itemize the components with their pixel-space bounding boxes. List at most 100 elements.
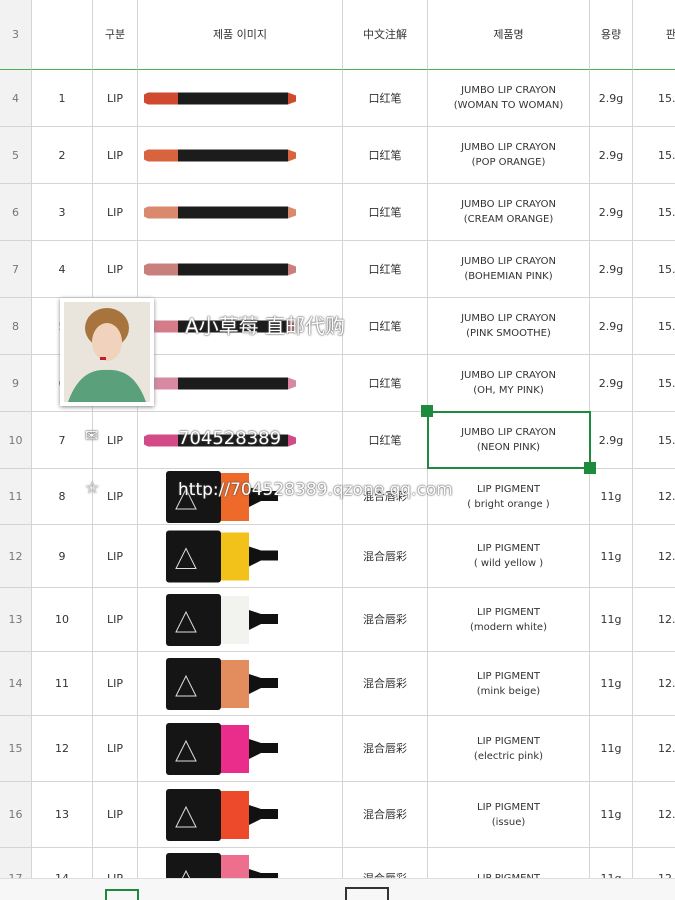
cell: 8 <box>32 469 93 525</box>
cell: 15. <box>633 241 675 298</box>
product-name: JUMBO LIP CRAYON <box>461 142 556 153</box>
photo <box>60 298 154 406</box>
column-header: 판매 <box>633 0 675 70</box>
chinese-note: 口红笔 <box>368 205 402 219</box>
cell: 1 <box>32 70 93 127</box>
column-header: 구분 <box>93 0 138 70</box>
product-image <box>165 723 278 775</box>
row-header: 8 <box>0 298 32 355</box>
cell: 口红笔 <box>343 355 428 412</box>
product-image <box>165 658 278 710</box>
chinese-note: 口红笔 <box>368 319 402 333</box>
cell: LIP <box>93 588 138 652</box>
product-image <box>165 471 278 523</box>
toolbar <box>0 878 675 900</box>
cell: 口红笔 <box>343 184 428 241</box>
cell: 口红笔 <box>343 127 428 184</box>
row-header: 13 <box>0 588 32 652</box>
weight: 11g <box>600 677 622 690</box>
cell: 2.9g <box>590 355 633 412</box>
row-header: 5 <box>0 127 32 184</box>
row-header: 3 <box>0 0 32 70</box>
watermark-url: http://704528389.qzone.qq.com <box>178 480 453 500</box>
price: 12. <box>658 613 675 626</box>
row-header: 14 <box>0 652 32 716</box>
product-name: (PINK SMOOTHE) <box>466 328 551 339</box>
item-number: 9 <box>58 549 66 563</box>
cell: 12. <box>633 525 675 588</box>
item-number: 10 <box>55 613 69 626</box>
row-number: 7 <box>12 262 19 276</box>
cell: LIP <box>93 70 138 127</box>
tube-color <box>220 473 249 521</box>
cell: LIP PIGMENT ( bright orange ) <box>428 469 590 525</box>
item-number: 1 <box>58 91 66 105</box>
cell: JUMBO LIP CRAYON (POP ORANGE) <box>428 127 590 184</box>
tube-color <box>220 596 249 644</box>
product-name: (CREAM ORANGE) <box>463 214 554 225</box>
column-header-text: 제품 이미지 <box>212 28 268 41</box>
cell: 口红笔 <box>343 412 428 469</box>
watermark-icon: ✉ <box>85 426 99 445</box>
cell: LIP <box>93 127 138 184</box>
cell: 2.9g <box>590 184 633 241</box>
product-image-cell <box>138 716 343 782</box>
cell: 12. <box>633 782 675 848</box>
item-type: LIP <box>106 808 123 821</box>
product-image-cell <box>138 70 343 127</box>
cell: LIP <box>93 412 138 469</box>
toolbar-button[interactable] <box>345 887 389 900</box>
weight: 11g <box>600 549 622 563</box>
column-header: 용량 <box>590 0 633 70</box>
cell: 混合唇彩 <box>343 588 428 652</box>
row-number: 11 <box>8 490 23 503</box>
product-image <box>143 149 296 162</box>
price: 15. <box>658 262 675 276</box>
chinese-note: 口红笔 <box>368 376 402 390</box>
crayon-tip <box>143 206 178 219</box>
crayon-end <box>287 263 296 276</box>
product-name: JUMBO LIP CRAYON <box>461 256 556 267</box>
crayon-end <box>287 149 296 162</box>
product-name: LIP PIGMENT <box>477 483 540 495</box>
row-number: 9 <box>12 376 19 390</box>
chinese-note: 混合唇彩 <box>363 808 407 821</box>
tube-cap <box>248 674 278 694</box>
cell: 15. <box>633 355 675 412</box>
cell: 11g <box>590 652 633 716</box>
product-name: (POP ORANGE) <box>471 157 546 168</box>
price: 15. <box>658 91 675 105</box>
item-type: LIP <box>106 205 123 219</box>
cell: 2.9g <box>590 298 633 355</box>
cell: 12. <box>633 469 675 525</box>
watermark-shop: A小草莓 直邮代购 <box>185 314 346 338</box>
tube-logo <box>174 610 197 633</box>
product-name: LIP PIGMENT <box>477 735 540 747</box>
item-number: 7 <box>58 433 66 447</box>
column-header-text: 판매 <box>665 28 675 41</box>
product-name: JUMBO LIP CRAYON <box>461 313 556 324</box>
product-name: JUMBO LIP CRAYON <box>461 427 556 438</box>
product-name: (BOHEMIAN PINK) <box>464 271 553 282</box>
product-image <box>143 92 296 105</box>
selection <box>427 411 591 469</box>
cell: 11g <box>590 716 633 782</box>
cell: 2.9g <box>590 127 633 184</box>
cell: 2.9g <box>590 70 633 127</box>
tube-logo <box>174 674 197 697</box>
weight: 11g <box>600 808 622 821</box>
crayon-body <box>177 434 288 447</box>
cell: 10 <box>32 588 93 652</box>
weight: 11g <box>600 490 622 503</box>
item-number: 8 <box>58 490 66 503</box>
price: 15. <box>658 148 675 162</box>
crayon-end <box>287 92 296 105</box>
product-image-cell <box>138 782 343 848</box>
cell: 15. <box>633 127 675 184</box>
chinese-note: 混合唇彩 <box>363 613 407 626</box>
item-type: LIP <box>106 262 123 276</box>
item-number: 3 <box>58 205 66 219</box>
tube-color <box>220 532 249 581</box>
chinese-note: 口红笔 <box>368 433 402 447</box>
toolbar-button[interactable] <box>105 889 139 900</box>
